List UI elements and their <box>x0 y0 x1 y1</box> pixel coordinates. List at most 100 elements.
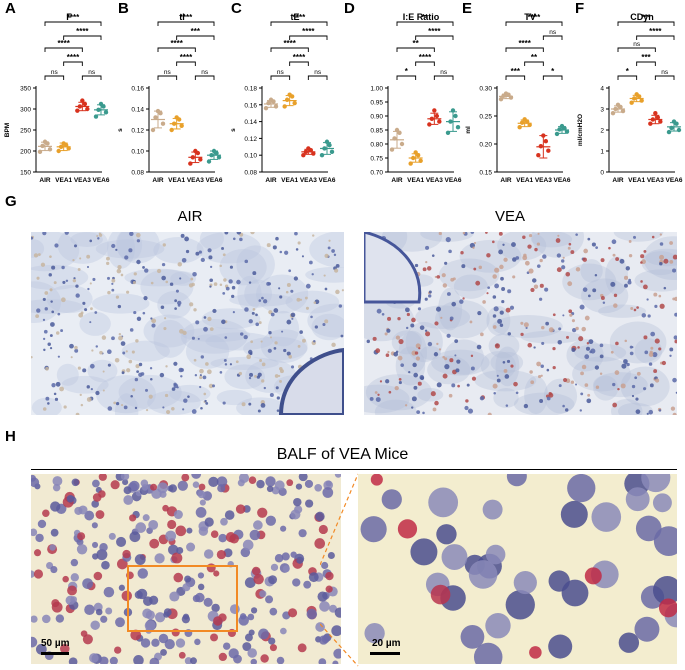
cell <box>325 571 334 581</box>
sig-label: ns <box>633 41 641 48</box>
cell-nucleus <box>625 266 630 271</box>
data-point <box>301 153 306 158</box>
data-point <box>415 153 421 158</box>
cell-nucleus <box>462 232 466 235</box>
sig-bracket <box>63 61 83 66</box>
cell-nucleus <box>118 335 123 341</box>
cell-nucleus <box>496 378 501 383</box>
chart-4: I:E Ratio 0.70 0.75 0.80 0.85 0.90 0.95 1.00 AIR… <box>370 12 462 184</box>
cell-nucleus <box>502 361 506 364</box>
sig-label: **** <box>76 27 89 36</box>
data-point <box>329 149 335 155</box>
cell-nucleus <box>222 292 226 295</box>
data-point <box>150 127 156 133</box>
cell-nucleus <box>54 397 59 401</box>
cell-nucleus <box>75 293 80 298</box>
cell <box>91 500 100 508</box>
cell-nucleus <box>387 350 390 354</box>
data-point <box>211 148 217 154</box>
cell-nucleus <box>279 295 283 299</box>
cell <box>222 642 231 650</box>
cell-nucleus <box>498 249 504 255</box>
cell-nucleus <box>417 381 422 386</box>
cell-nucleus <box>275 386 279 390</box>
cell-nucleus <box>130 394 133 398</box>
tissue-region <box>96 375 156 414</box>
data-point <box>66 146 71 151</box>
cell <box>133 655 144 664</box>
cell-nucleus <box>527 244 532 249</box>
cell-nucleus <box>250 340 254 344</box>
data-point <box>324 139 330 144</box>
tissue-region <box>480 351 516 381</box>
y-tick-label: 0.18 <box>244 86 257 93</box>
tissue-region <box>617 402 654 415</box>
cell-nucleus <box>386 328 391 333</box>
cell-nucleus <box>455 368 460 373</box>
cell-nucleus <box>37 253 41 256</box>
cell-nucleus <box>492 325 497 329</box>
cell-nucleus <box>654 304 658 308</box>
cell-nucleus <box>136 232 141 238</box>
cell <box>253 573 264 585</box>
cell-nucleus <box>194 374 198 377</box>
cell <box>334 607 341 618</box>
sig-label: * <box>405 67 409 76</box>
cell-nucleus <box>628 240 632 243</box>
cell <box>98 474 107 481</box>
cell <box>228 648 239 659</box>
sig-label: **** <box>428 27 441 36</box>
cell-nucleus <box>120 341 126 346</box>
cell-nucleus <box>33 253 39 258</box>
cell-nucleus <box>191 409 197 414</box>
cell <box>191 474 202 479</box>
tissue-region <box>216 389 253 406</box>
cell-nucleus <box>379 380 383 383</box>
cell <box>197 583 205 591</box>
tissue-region <box>199 232 224 250</box>
tissue-region <box>31 239 45 258</box>
cell <box>315 511 325 522</box>
cell-nucleus <box>524 260 530 266</box>
tissue-region <box>435 299 490 339</box>
cell-nucleus <box>61 265 65 270</box>
x-tick-label: VEA1 <box>407 177 424 184</box>
cell-nucleus <box>86 385 90 389</box>
cell <box>248 629 255 636</box>
y-tick-label: 0.75 <box>370 156 383 163</box>
cell <box>149 538 160 549</box>
sig-bracket <box>307 75 328 80</box>
cell-nucleus <box>173 361 178 366</box>
series-vea1 <box>169 115 184 133</box>
cell-nucleus <box>248 402 252 406</box>
cell-nucleus <box>567 246 571 250</box>
cell-nucleus <box>434 400 439 406</box>
cell-nucleus <box>502 243 505 246</box>
cell <box>229 533 239 544</box>
cell <box>173 572 184 583</box>
cell-nucleus <box>161 262 166 267</box>
cell <box>315 622 325 632</box>
cell-nucleus <box>675 391 677 394</box>
cell-nucleus <box>459 299 464 304</box>
tissue-region <box>459 239 522 273</box>
cell-nucleus <box>643 284 648 290</box>
cell <box>242 539 254 551</box>
cell-nucleus <box>498 232 503 236</box>
cell-nucleus <box>207 316 212 322</box>
cell-nucleus <box>268 331 272 335</box>
cell-nucleus <box>465 399 469 403</box>
cell <box>485 613 511 639</box>
cell <box>268 575 278 585</box>
tissue-region <box>495 346 520 387</box>
cell-nucleus <box>224 336 228 339</box>
cell <box>35 533 44 543</box>
x-tick-label: VEA1 <box>281 177 298 184</box>
y-tick-label: 0.12 <box>131 128 144 135</box>
y-tick-label: 200 <box>20 149 31 156</box>
cell <box>322 487 334 498</box>
series-vea3 <box>648 111 663 126</box>
cell-nucleus <box>624 361 628 365</box>
cell-nucleus <box>126 290 130 294</box>
chart-title: TV <box>524 12 536 22</box>
